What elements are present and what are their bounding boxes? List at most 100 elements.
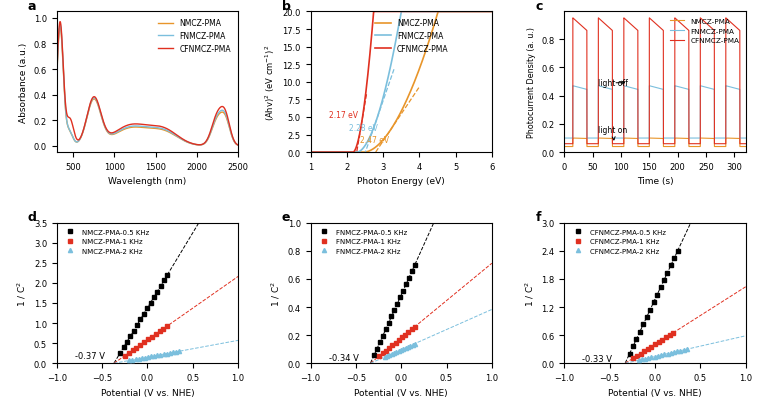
FNMCZ-PMA-0.5 KHz [375, 340, 385, 345]
NMCZ-PMA [197, 143, 206, 148]
NMCZ-PMA [506, 10, 515, 15]
FNMCZ-PMA-0.5 KHz [378, 334, 388, 339]
Line: FNMCZ-PMA-1 KHz: FNMCZ-PMA-1 KHz [378, 325, 417, 358]
NMCZ-PMA-0.5 KHz [156, 284, 165, 289]
FNMCZ-PMA [177, 137, 186, 142]
Line: NMCZ-PMA-0.5 KHz: NMCZ-PMA-0.5 KHz [118, 273, 170, 355]
FNMCZ-PMA-2 KHz [401, 345, 410, 350]
CFNMCZ-PMA-0.5 KHz [632, 337, 641, 342]
Text: 2.47 eV: 2.47 eV [360, 135, 388, 144]
NMCZ-PMA-2 KHz [150, 354, 159, 358]
NMCZ-PMA-2 KHz [134, 356, 143, 361]
FNMCZ-PMA-0.5 KHz [407, 269, 416, 274]
NMCZ-PMA [233, 143, 242, 148]
FNMCZ-PMA-2 KHz [406, 343, 415, 348]
NMCZ-PMA-1 KHz [155, 329, 164, 334]
NMCZ-PMA-1 KHz [124, 351, 133, 356]
FNMCZ-PMA-1 KHz [378, 351, 388, 356]
Legend: NMCZ-PMA, FNMCZ-PMA, CFNMCZ-PMA: NMCZ-PMA, FNMCZ-PMA, CFNMCZ-PMA [372, 16, 451, 57]
FNMCZ-PMA-0.5 KHz [381, 327, 390, 332]
CFNMCZ-PMA-1 KHz [658, 337, 667, 342]
CFNMCZ-PMA-1 KHz [640, 349, 649, 354]
Text: f: f [535, 210, 540, 223]
FNMCZ-PMA [742, 136, 751, 141]
Line: NMCZ-PMA-2 KHz: NMCZ-PMA-2 KHz [127, 349, 181, 363]
CFNMCZ-PMA-2 KHz [676, 349, 685, 354]
FNMCZ-PMA-0.5 KHz [372, 347, 382, 351]
Y-axis label: 1 / C$^2$: 1 / C$^2$ [269, 280, 282, 306]
FNMCZ-PMA [466, 10, 475, 15]
FNMCZ-PMA [233, 143, 242, 148]
CFNMCZ-PMA-1 KHz [646, 344, 656, 349]
CFNMCZ-PMA-1 KHz [665, 333, 674, 338]
CFNMCZ-PMA [132, 122, 142, 127]
Line: CFNMCZ-PMA: CFNMCZ-PMA [310, 12, 510, 153]
CFNMCZ-PMA [648, 19, 657, 24]
Text: -0.33 V: -0.33 V [582, 354, 612, 363]
CFNMCZ-PMA-2 KHz [660, 352, 669, 357]
FNMCZ-PMA-1 KHz [407, 327, 416, 332]
CFNMCZ-PMA-2 KHz [666, 351, 675, 356]
Text: a: a [28, 0, 36, 12]
FNMCZ-PMA-0.5 KHz [399, 288, 408, 293]
NMCZ-PMA-2 KHz [125, 358, 134, 363]
X-axis label: Potential (V vs. NHE): Potential (V vs. NHE) [608, 388, 702, 396]
NMCZ-PMA-2 KHz [153, 353, 162, 358]
NMCZ-PMA [742, 145, 751, 150]
FNMCZ-PMA-1 KHz [397, 335, 407, 340]
Line: NMCZ-PMA: NMCZ-PMA [57, 28, 238, 146]
CFNMCZ-PMA-0.5 KHz [670, 256, 679, 261]
CFNMCZ-PMA-0.5 KHz [649, 300, 658, 305]
NMCZ-PMA [462, 10, 471, 15]
X-axis label: Time (s): Time (s) [637, 177, 673, 186]
FNMCZ-PMA-2 KHz [392, 349, 401, 354]
NMCZ-PMA-1 KHz [128, 348, 137, 353]
Line: FNMCZ-PMA: FNMCZ-PMA [310, 12, 510, 153]
Text: 2.28 eV: 2.28 eV [349, 123, 378, 132]
NMCZ-PMA-2 KHz [165, 351, 174, 356]
NMCZ-PMA-2 KHz [140, 355, 149, 360]
CFNMCZ-PMA [71, 134, 80, 139]
NMCZ-PMA [722, 136, 731, 141]
FNMCZ-PMA-0.5 KHz [410, 263, 419, 268]
FNMCZ-PMA-1 KHz [385, 346, 394, 351]
NMCZ-PMA-2 KHz [168, 350, 177, 355]
FNMCZ-PMA [443, 10, 452, 15]
Text: -0.34 V: -0.34 V [329, 353, 359, 362]
CFNMCZ-PMA-2 KHz [634, 358, 643, 363]
FNMCZ-PMA-1 KHz [403, 330, 413, 335]
CFNMCZ-PMA [233, 143, 242, 148]
CFNMCZ-PMA [443, 10, 452, 15]
NMCZ-PMA [665, 145, 674, 150]
CFNMCZ-PMA-0.5 KHz [635, 329, 644, 334]
FNMCZ-PMA [55, 23, 64, 28]
CFNMCZ-PMA-1 KHz [643, 347, 653, 351]
CFNMCZ-PMA [326, 150, 335, 155]
Text: e: e [282, 210, 290, 223]
FNMCZ-PMA [462, 10, 471, 15]
CFNMCZ-PMA [126, 123, 135, 128]
NMCZ-PMA [648, 136, 657, 141]
FNMCZ-PMA-2 KHz [385, 353, 394, 358]
CFNMCZ-PMA [506, 10, 515, 15]
FNMCZ-PMA [52, 73, 61, 78]
CFNMCZ-PMA [560, 142, 569, 147]
CFNMCZ-PMA-1 KHz [636, 351, 645, 356]
FNMCZ-PMA [132, 124, 142, 129]
CFNMCZ-PMA-0.5 KHz [653, 293, 662, 298]
NMCZ-PMA [194, 143, 203, 148]
CFNMCZ-PMA [722, 17, 731, 22]
CFNMCZ-PMA-1 KHz [662, 335, 671, 340]
FNMCZ-PMA-1 KHz [400, 332, 410, 337]
CFNMCZ-PMA [369, 10, 378, 15]
NMCZ-PMA-2 KHz [131, 357, 140, 362]
NMCZ-PMA [132, 125, 142, 130]
NMCZ-PMA-0.5 KHz [126, 334, 135, 339]
Text: d: d [28, 210, 36, 223]
Y-axis label: Photocurrent Density (a. u.): Photocurrent Density (a. u.) [527, 27, 536, 138]
NMCZ-PMA-2 KHz [175, 349, 184, 354]
CFNMCZ-PMA [466, 10, 475, 15]
NMCZ-PMA-0.5 KHz [136, 317, 145, 322]
CFNMCZ-PMA [618, 142, 627, 147]
NMCZ-PMA [55, 25, 64, 30]
